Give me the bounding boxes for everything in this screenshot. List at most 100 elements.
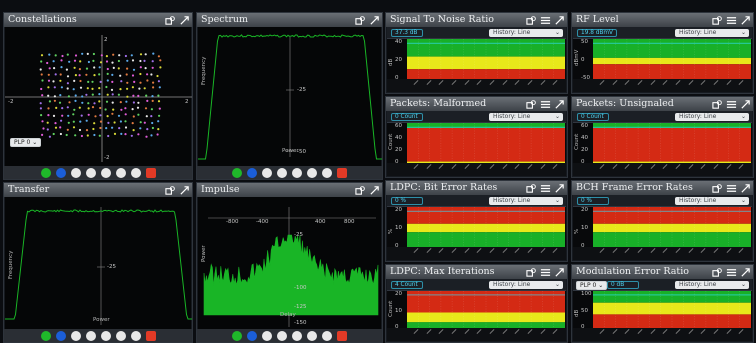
time-tick [637,329,643,334]
menu-icon[interactable] [540,183,551,194]
expand-icon[interactable] [554,183,565,194]
reset-icon[interactable] [322,330,332,341]
settings-icon[interactable] [165,185,176,196]
constellation-point [131,108,134,111]
expand-icon[interactable] [554,99,565,110]
history-chart [593,291,751,330]
constellation-point [119,88,122,91]
plp-select[interactable]: PLP 0 ⌄ [10,138,42,147]
time-tick [713,248,719,253]
expand-icon[interactable] [554,15,565,26]
constellation-point [146,73,149,76]
pan-up-icon[interactable] [85,330,96,341]
expand-icon[interactable] [369,185,380,196]
pan-down-icon[interactable] [292,167,302,178]
constellation-point [151,121,154,125]
menu-icon[interactable] [726,99,737,110]
pan-right-icon[interactable] [115,167,126,178]
settings-icon[interactable] [712,15,723,26]
refresh-icon[interactable] [145,330,156,341]
reset-icon[interactable] [130,167,141,178]
menu-icon[interactable] [726,267,737,278]
reset-icon[interactable] [130,330,141,341]
expand-icon[interactable] [554,267,565,278]
expand-icon[interactable] [740,99,751,110]
history-select[interactable]: History: Line ⌄ [489,29,563,37]
history-select[interactable]: History: Line ⌄ [675,281,749,289]
zoom-in-icon[interactable] [232,330,242,341]
history-select[interactable]: History: Line ⌄ [675,113,749,121]
zoom-out-icon[interactable] [55,167,66,178]
pan-up-icon[interactable] [277,167,287,178]
pan-left-icon[interactable] [70,167,81,178]
pan-left-icon[interactable] [262,167,272,178]
settings-icon[interactable] [526,267,537,278]
constellation-point [132,94,135,97]
time-tick [650,329,656,334]
constellation-point [144,53,147,56]
pan-right-icon[interactable] [307,167,317,178]
history-select[interactable]: History: Line ⌄ [675,29,749,37]
tick-label: -25 [297,87,306,93]
constellation-point [111,73,114,76]
zoom-in-icon[interactable] [40,167,51,178]
menu-icon[interactable] [540,15,551,26]
zoom-out-icon[interactable] [247,330,257,341]
pan-right-icon[interactable] [307,330,317,341]
constellation-point [61,107,64,110]
refresh-icon[interactable] [145,167,156,178]
expand-icon[interactable] [740,15,751,26]
constellation-point [139,53,143,56]
refresh-icon[interactable] [337,330,347,341]
settings-icon[interactable] [355,185,366,196]
constellation-point [73,66,76,69]
refresh-icon[interactable] [337,167,347,178]
menu-icon[interactable] [726,15,737,26]
settings-icon[interactable] [526,183,537,194]
reset-icon[interactable] [322,167,332,178]
pan-down-icon[interactable] [100,330,111,341]
tick-label: 60 [395,123,402,129]
expand-icon[interactable] [179,15,190,26]
time-tick [464,248,470,253]
time-tick [426,80,432,85]
menu-icon[interactable] [540,99,551,110]
ldpc-ber-panel: LDPC: Bit Error Rates 0 % History: Line ⌄… [385,180,568,262]
axis-label: Frequency [201,56,207,85]
menu-icon[interactable] [726,183,737,194]
pan-down-icon[interactable] [292,330,302,341]
zoom-in-icon[interactable] [232,167,242,178]
menu-icon[interactable] [540,267,551,278]
status-bar: 19.8 dBmV History: Line ⌄ [573,27,752,39]
panel-title: LDPC: Bit Error Rates [386,181,567,195]
zoom-out-icon[interactable] [55,330,66,341]
pan-left-icon[interactable] [262,330,272,341]
settings-icon[interactable] [712,183,723,194]
snr-panel: Signal To Noise Ratio 37.3 dB History: L… [385,12,568,94]
settings-icon[interactable] [526,15,537,26]
settings-icon[interactable] [712,267,723,278]
zoom-in-icon[interactable] [40,330,51,341]
expand-icon[interactable] [179,185,190,196]
pan-right-icon[interactable] [115,330,126,341]
constellation-point [139,127,142,130]
expand-icon[interactable] [740,267,751,278]
settings-icon[interactable] [165,15,176,26]
pan-up-icon[interactable] [277,330,287,341]
pan-left-icon[interactable] [70,330,81,341]
history-select[interactable]: History: Line ⌄ [489,113,563,121]
history-select[interactable]: History: Line ⌄ [489,281,563,289]
settings-icon[interactable] [712,99,723,110]
zoom-out-icon[interactable] [247,167,257,178]
settings-icon[interactable] [526,99,537,110]
pan-down-icon[interactable] [100,167,111,178]
plp-select[interactable]: PLP 0 ⌄ [576,280,608,290]
pan-up-icon[interactable] [85,167,96,178]
expand-icon[interactable] [740,183,751,194]
history-select[interactable]: History: Line ⌄ [675,197,749,205]
constellation-point [120,80,123,83]
history-select[interactable]: History: Line ⌄ [489,197,563,205]
expand-icon[interactable] [369,15,380,26]
settings-icon[interactable] [355,15,366,26]
tick-label: 10 [581,225,588,231]
